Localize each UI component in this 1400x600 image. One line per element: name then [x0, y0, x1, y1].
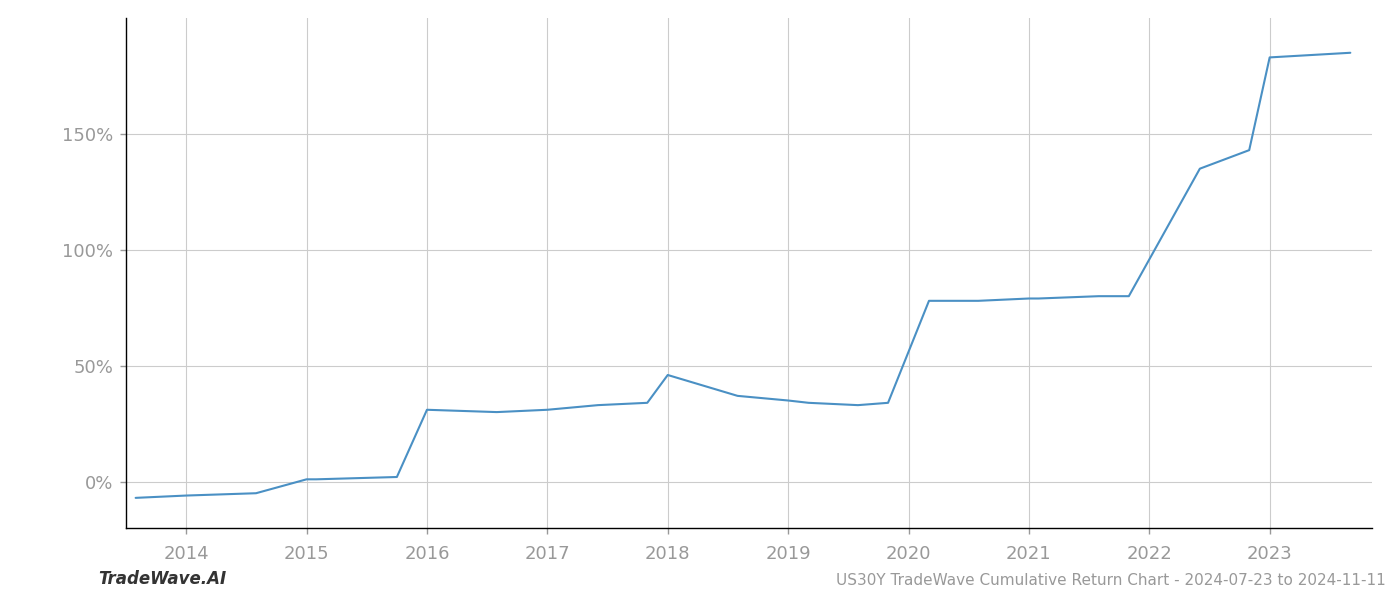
Text: TradeWave.AI: TradeWave.AI	[98, 570, 227, 588]
Text: US30Y TradeWave Cumulative Return Chart - 2024-07-23 to 2024-11-11: US30Y TradeWave Cumulative Return Chart …	[836, 573, 1386, 588]
